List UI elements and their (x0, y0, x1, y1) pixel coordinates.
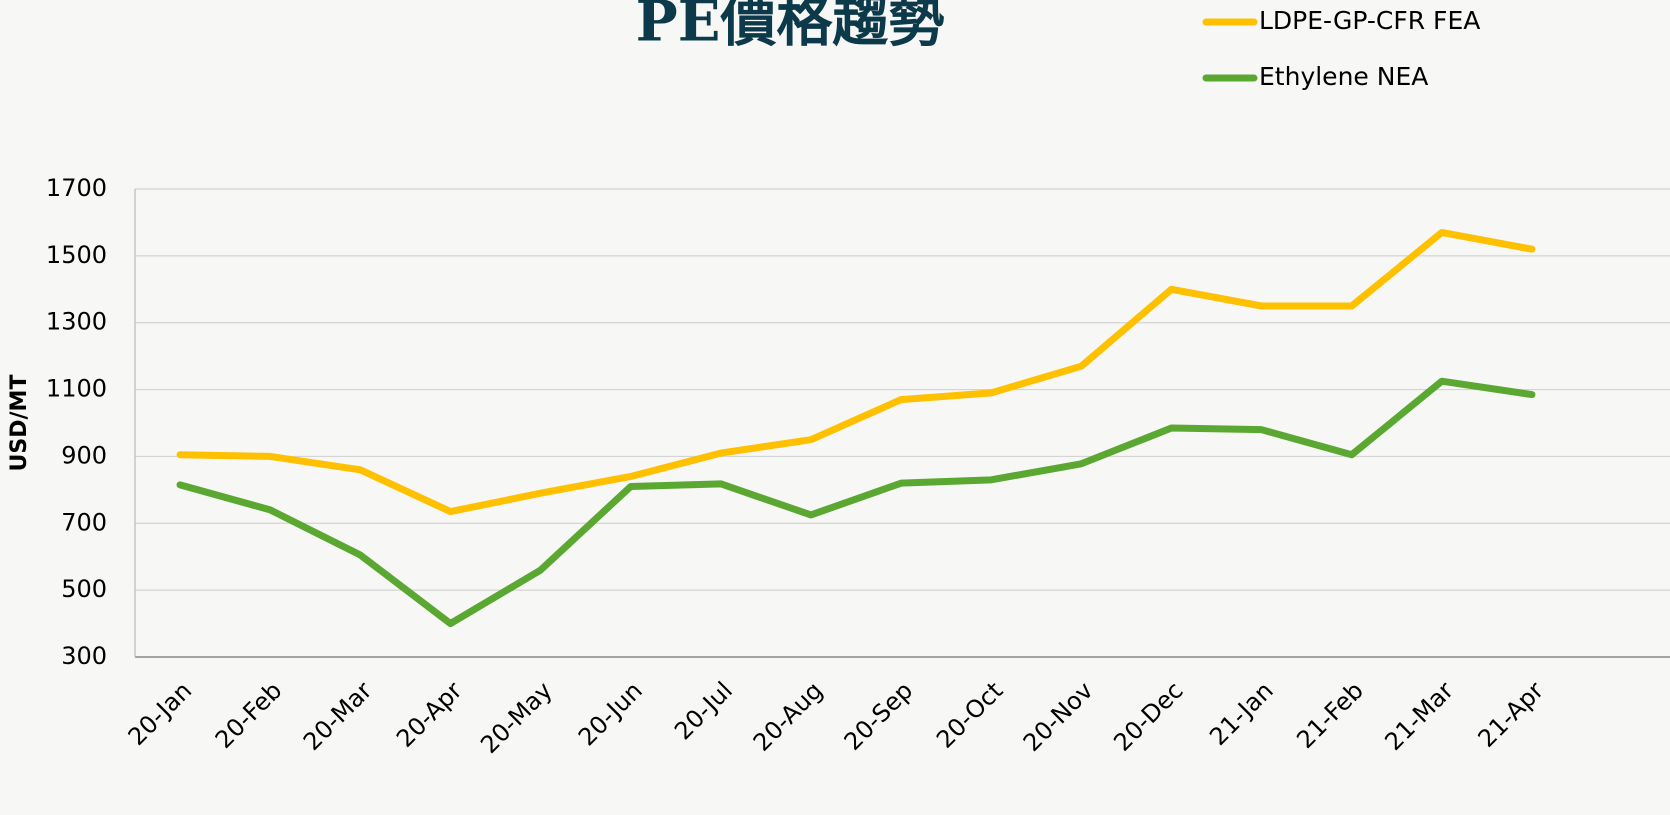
x-tick-label: 20-Dec (1108, 676, 1188, 756)
x-tick-label: 21-Mar (1379, 676, 1459, 756)
y-axis-label: USD/MT (7, 375, 32, 472)
chart-title: PE價格趨勢 (636, 0, 945, 55)
x-tick-label: 21-Feb (1291, 676, 1369, 754)
y-tick-label: 1700 (46, 174, 107, 202)
x-tick-label: 20-Jul (669, 676, 738, 745)
legend-label: Ethylene NEA (1259, 62, 1428, 91)
x-tick-label: 20-Mar (298, 676, 378, 756)
x-tick-label: 20-Jun (573, 676, 648, 751)
series-line (176, 228, 1536, 516)
series-line (176, 377, 1536, 628)
x-tick-label: 20-Feb (210, 676, 288, 754)
y-tick-label: 700 (61, 508, 107, 536)
legend-label: LDPE-GP-CFR FEA (1259, 6, 1480, 35)
x-tick-label: 21-Apr (1473, 676, 1550, 753)
y-tick-label: 1500 (46, 241, 107, 269)
x-tick-label: 20-Aug (748, 676, 828, 756)
y-tick-label: 900 (61, 441, 107, 469)
y-tick-label: 300 (61, 642, 107, 670)
y-tick-label: 1100 (46, 375, 107, 403)
y-tick-label: 500 (61, 575, 107, 603)
x-tick-label: 21-Jan (1204, 676, 1279, 751)
x-tick-label: 20-Sep (839, 676, 919, 756)
x-tick-label: 20-Apr (391, 676, 468, 753)
x-tick-label: 20-May (475, 676, 558, 759)
x-tick-label: 20-Nov (1018, 676, 1099, 757)
y-tick-label: 1300 (46, 308, 107, 336)
x-tick-label: 20-Jan (123, 676, 198, 751)
x-tick-label: 20-Oct (931, 676, 1008, 753)
